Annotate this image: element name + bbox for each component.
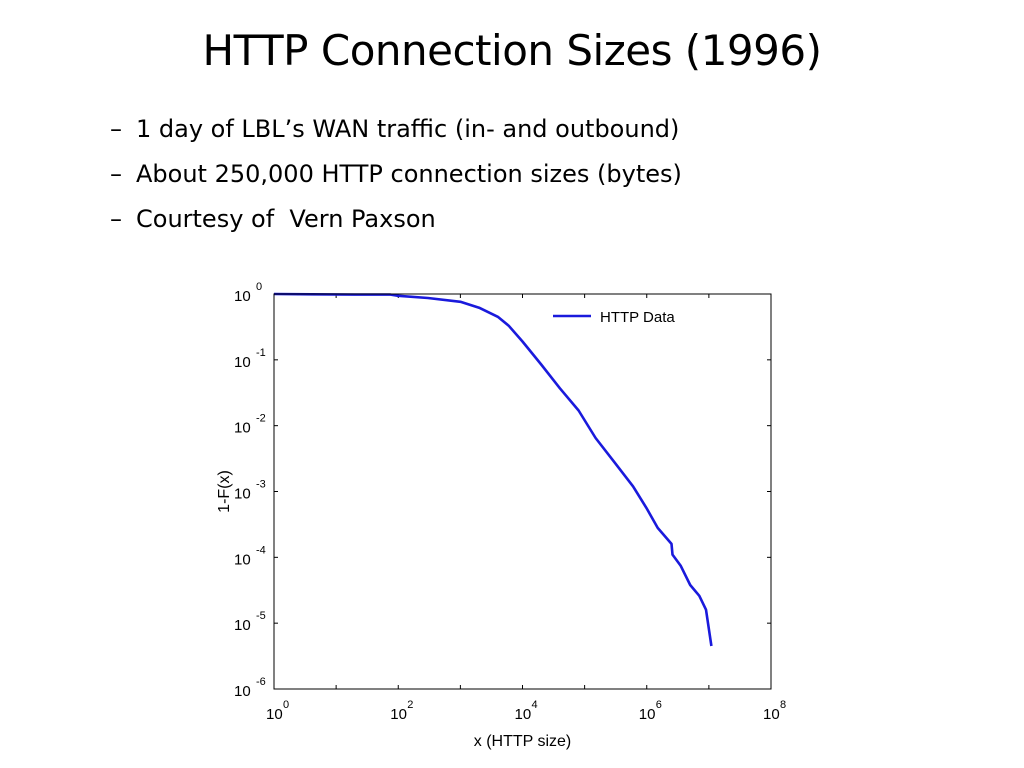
x-tick-exponent: 2 — [407, 699, 413, 711]
bullet-list: –1 day of LBL’s WAN traffic (in- and out… — [110, 107, 682, 242]
bullet-marker: – — [110, 205, 122, 233]
y-tick-exponent: -1 — [256, 347, 266, 359]
bullet-text: 1 day of LBL’s WAN traffic (in- and outb… — [136, 115, 680, 143]
x-tick-base: 10 — [763, 706, 780, 723]
y-tick-exponent: -3 — [256, 479, 266, 491]
x-tick-exponent: 6 — [656, 699, 662, 711]
bullet-marker: – — [110, 160, 122, 188]
legend: HTTP Data — [553, 309, 675, 326]
y-axis: 10 0 10 -1 10 -2 10 -3 10 -4 10 -5 10 -6 — [234, 281, 771, 700]
x-tick-exponent: 4 — [532, 699, 538, 711]
plot-frame — [273, 293, 772, 690]
y-tick-base: 10 — [234, 354, 251, 371]
y-tick-label: 10 -4 — [234, 544, 266, 568]
x-tick-label: 108 — [763, 699, 786, 723]
series-line — [273, 292, 713, 647]
y-tick-exponent: -5 — [256, 610, 266, 622]
x-tick-label: 102 — [390, 699, 413, 723]
x-tick-label: 106 — [639, 699, 662, 723]
x-tick-exponent: 0 — [283, 699, 289, 711]
slide-title: HTTP Connection Sizes (1996) — [202, 26, 822, 75]
bullet-item: – Courtesy of Vern Paxson — [110, 197, 682, 242]
y-tick-base: 10 — [234, 288, 251, 305]
bullet-item: –1 day of LBL’s WAN traffic (in- and out… — [110, 107, 682, 152]
y-tick-label: 10 -1 — [234, 347, 266, 371]
x-axis-label: x (HTTP size) — [474, 733, 571, 750]
bullet-text: About 250,000 HTTP connection sizes (byt… — [136, 160, 682, 188]
y-tick-label: 10 -3 — [234, 479, 266, 503]
x-tick-base: 10 — [515, 706, 532, 723]
y-tick-base: 10 — [234, 551, 251, 568]
y-axis-label: 1-F(x) — [216, 470, 233, 513]
y-tick-base: 10 — [234, 617, 251, 634]
y-tick-exponent: 0 — [256, 281, 262, 293]
x-tick-exponent: 8 — [780, 699, 786, 711]
x-tick-base: 10 — [266, 706, 283, 723]
x-tick-base: 10 — [390, 706, 407, 723]
y-tick-label: 10 -6 — [234, 676, 266, 700]
y-tick-label: 10 -2 — [234, 413, 266, 437]
x-tick-base: 10 — [639, 706, 656, 723]
y-tick-label: 10 -5 — [234, 610, 266, 634]
y-tick-label: 10 0 — [234, 281, 262, 305]
y-tick-base: 10 — [234, 486, 251, 503]
legend-label: HTTP Data — [600, 309, 675, 326]
bullet-item: – About 250,000 HTTP connection sizes (by… — [110, 152, 682, 197]
x-tick-label: 100 — [266, 699, 289, 723]
y-tick-exponent: -2 — [256, 413, 266, 425]
plot-series — [273, 292, 713, 647]
y-tick-base: 10 — [234, 683, 251, 700]
bullet-marker: – — [110, 115, 122, 143]
y-tick-exponent: -6 — [256, 676, 266, 688]
x-tick-label: 104 — [515, 699, 538, 723]
y-tick-exponent: -4 — [256, 544, 266, 556]
y-tick-base: 10 — [234, 420, 251, 437]
bullet-text: Courtesy of Vern Paxson — [136, 205, 436, 233]
